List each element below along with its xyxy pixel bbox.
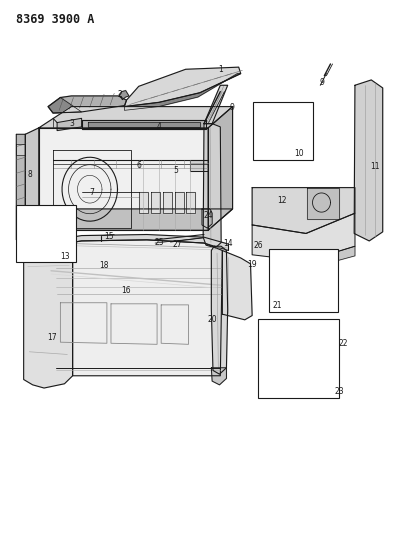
Polygon shape — [24, 241, 73, 388]
Text: 23: 23 — [335, 387, 344, 395]
Polygon shape — [265, 324, 328, 393]
Polygon shape — [124, 67, 241, 107]
Polygon shape — [252, 213, 355, 261]
Text: 4: 4 — [157, 123, 162, 131]
Polygon shape — [186, 192, 195, 213]
Text: 20: 20 — [207, 316, 217, 324]
Text: 15: 15 — [104, 232, 114, 240]
Text: 21: 21 — [272, 301, 282, 310]
Text: 3: 3 — [69, 119, 74, 128]
Polygon shape — [48, 98, 82, 113]
Text: 27: 27 — [172, 240, 182, 248]
Polygon shape — [16, 134, 25, 240]
Bar — [253, 102, 313, 160]
Polygon shape — [211, 246, 228, 374]
Text: 19: 19 — [247, 260, 257, 269]
Polygon shape — [20, 210, 73, 257]
Bar — [269, 249, 338, 312]
Text: 2: 2 — [118, 91, 123, 99]
Text: 14: 14 — [223, 239, 233, 248]
Text: 9: 9 — [320, 78, 325, 87]
Polygon shape — [88, 122, 200, 127]
Polygon shape — [163, 192, 172, 213]
Polygon shape — [203, 124, 221, 248]
Polygon shape — [354, 80, 383, 241]
Text: 1: 1 — [218, 65, 223, 74]
Polygon shape — [211, 368, 226, 385]
Polygon shape — [39, 128, 208, 230]
Polygon shape — [307, 188, 339, 219]
Polygon shape — [175, 192, 184, 213]
Text: 12: 12 — [277, 196, 286, 205]
Text: 8369 3900 A: 8369 3900 A — [16, 13, 94, 26]
Polygon shape — [208, 107, 233, 230]
Polygon shape — [49, 240, 222, 376]
Text: 8: 8 — [27, 171, 32, 179]
Polygon shape — [119, 91, 129, 100]
Text: 6: 6 — [136, 161, 141, 169]
Text: 24: 24 — [203, 211, 213, 220]
Polygon shape — [204, 85, 228, 124]
Polygon shape — [49, 235, 228, 251]
Polygon shape — [202, 209, 212, 228]
Polygon shape — [124, 74, 241, 110]
Polygon shape — [48, 96, 126, 113]
Text: 17: 17 — [47, 333, 57, 342]
Text: 25: 25 — [154, 238, 164, 247]
Text: 22: 22 — [339, 340, 348, 348]
Text: 9: 9 — [229, 103, 234, 112]
Polygon shape — [39, 209, 233, 230]
Text: 18: 18 — [99, 261, 109, 270]
Text: 5: 5 — [174, 166, 179, 175]
Polygon shape — [82, 120, 206, 129]
Polygon shape — [273, 254, 333, 305]
Polygon shape — [16, 144, 25, 155]
Polygon shape — [25, 128, 39, 236]
Polygon shape — [190, 160, 208, 171]
Bar — [16, 205, 76, 262]
Text: 7: 7 — [89, 189, 94, 197]
Polygon shape — [57, 118, 82, 131]
Polygon shape — [139, 192, 148, 213]
Text: 13: 13 — [60, 252, 70, 261]
Polygon shape — [151, 192, 160, 213]
Bar — [258, 319, 339, 398]
Text: 26: 26 — [253, 241, 263, 249]
Text: 16: 16 — [122, 286, 131, 295]
Polygon shape — [252, 188, 355, 233]
Polygon shape — [306, 246, 355, 269]
Polygon shape — [39, 107, 233, 128]
Text: 10: 10 — [294, 149, 304, 158]
Text: 11: 11 — [370, 162, 380, 171]
Polygon shape — [260, 108, 302, 150]
Polygon shape — [222, 251, 252, 320]
